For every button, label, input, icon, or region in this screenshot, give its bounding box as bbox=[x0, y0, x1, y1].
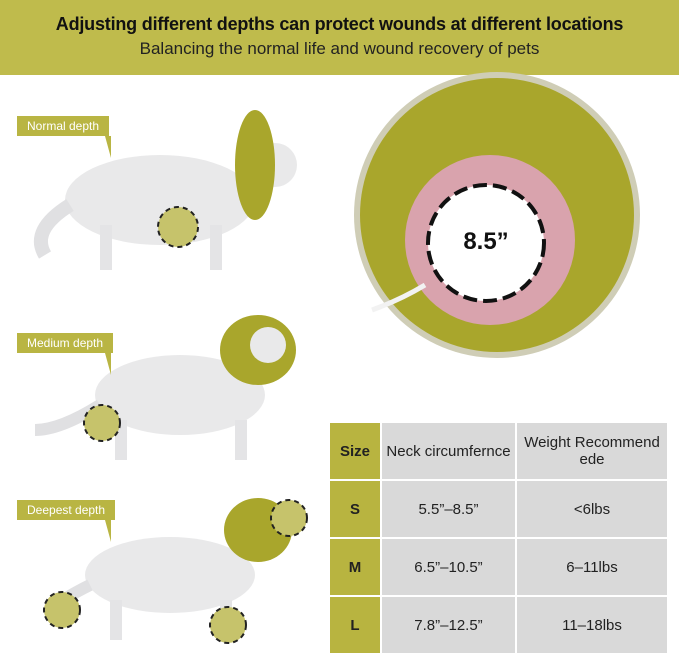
neck-cell: 6.5”–10.5” bbox=[382, 539, 515, 595]
size-cell: S bbox=[330, 481, 380, 537]
cat-deepest-depth bbox=[43, 498, 308, 644]
label-medium-depth: Medium depth bbox=[17, 333, 114, 375]
table-row: L 7.8”–12.5” 11–18lbs bbox=[330, 597, 667, 653]
header-neck: Neck circumfernce bbox=[382, 423, 515, 479]
neck-cell: 7.8”–12.5” bbox=[382, 597, 515, 653]
size-cell: L bbox=[330, 597, 380, 653]
cat-medium-depth bbox=[34, 315, 296, 460]
label-normal-depth: Normal depth bbox=[17, 116, 112, 158]
cat-normal-depth bbox=[34, 110, 297, 270]
weight-cell: 11–18lbs bbox=[517, 597, 667, 653]
subtitle: Balancing the normal life and wound reco… bbox=[139, 39, 540, 58]
label-deepest-depth: Deepest depth bbox=[17, 500, 116, 542]
header-weight: Weight Recommend ede bbox=[517, 423, 667, 479]
neck-cell: 5.5”–8.5” bbox=[382, 481, 515, 537]
size-cell: M bbox=[330, 539, 380, 595]
weight-cell: <6lbs bbox=[517, 481, 667, 537]
weight-cell: 6–11lbs bbox=[517, 539, 667, 595]
size-table: Size Neck circumfernce Weight Recommend … bbox=[328, 421, 669, 655]
header-size: Size bbox=[330, 423, 380, 479]
table-row: M 6.5”–10.5” 6–11lbs bbox=[330, 539, 667, 595]
title: Adjusting different depths can protect w… bbox=[55, 14, 624, 34]
table-row: S 5.5”–8.5” <6lbs bbox=[330, 481, 667, 537]
table-header: Size Neck circumfernce Weight Recommend … bbox=[330, 423, 667, 479]
neck-size-label: 8.5” bbox=[463, 228, 509, 255]
header-banner: Adjusting different depths can protect w… bbox=[0, 0, 679, 75]
collar-closeup bbox=[354, 72, 640, 358]
